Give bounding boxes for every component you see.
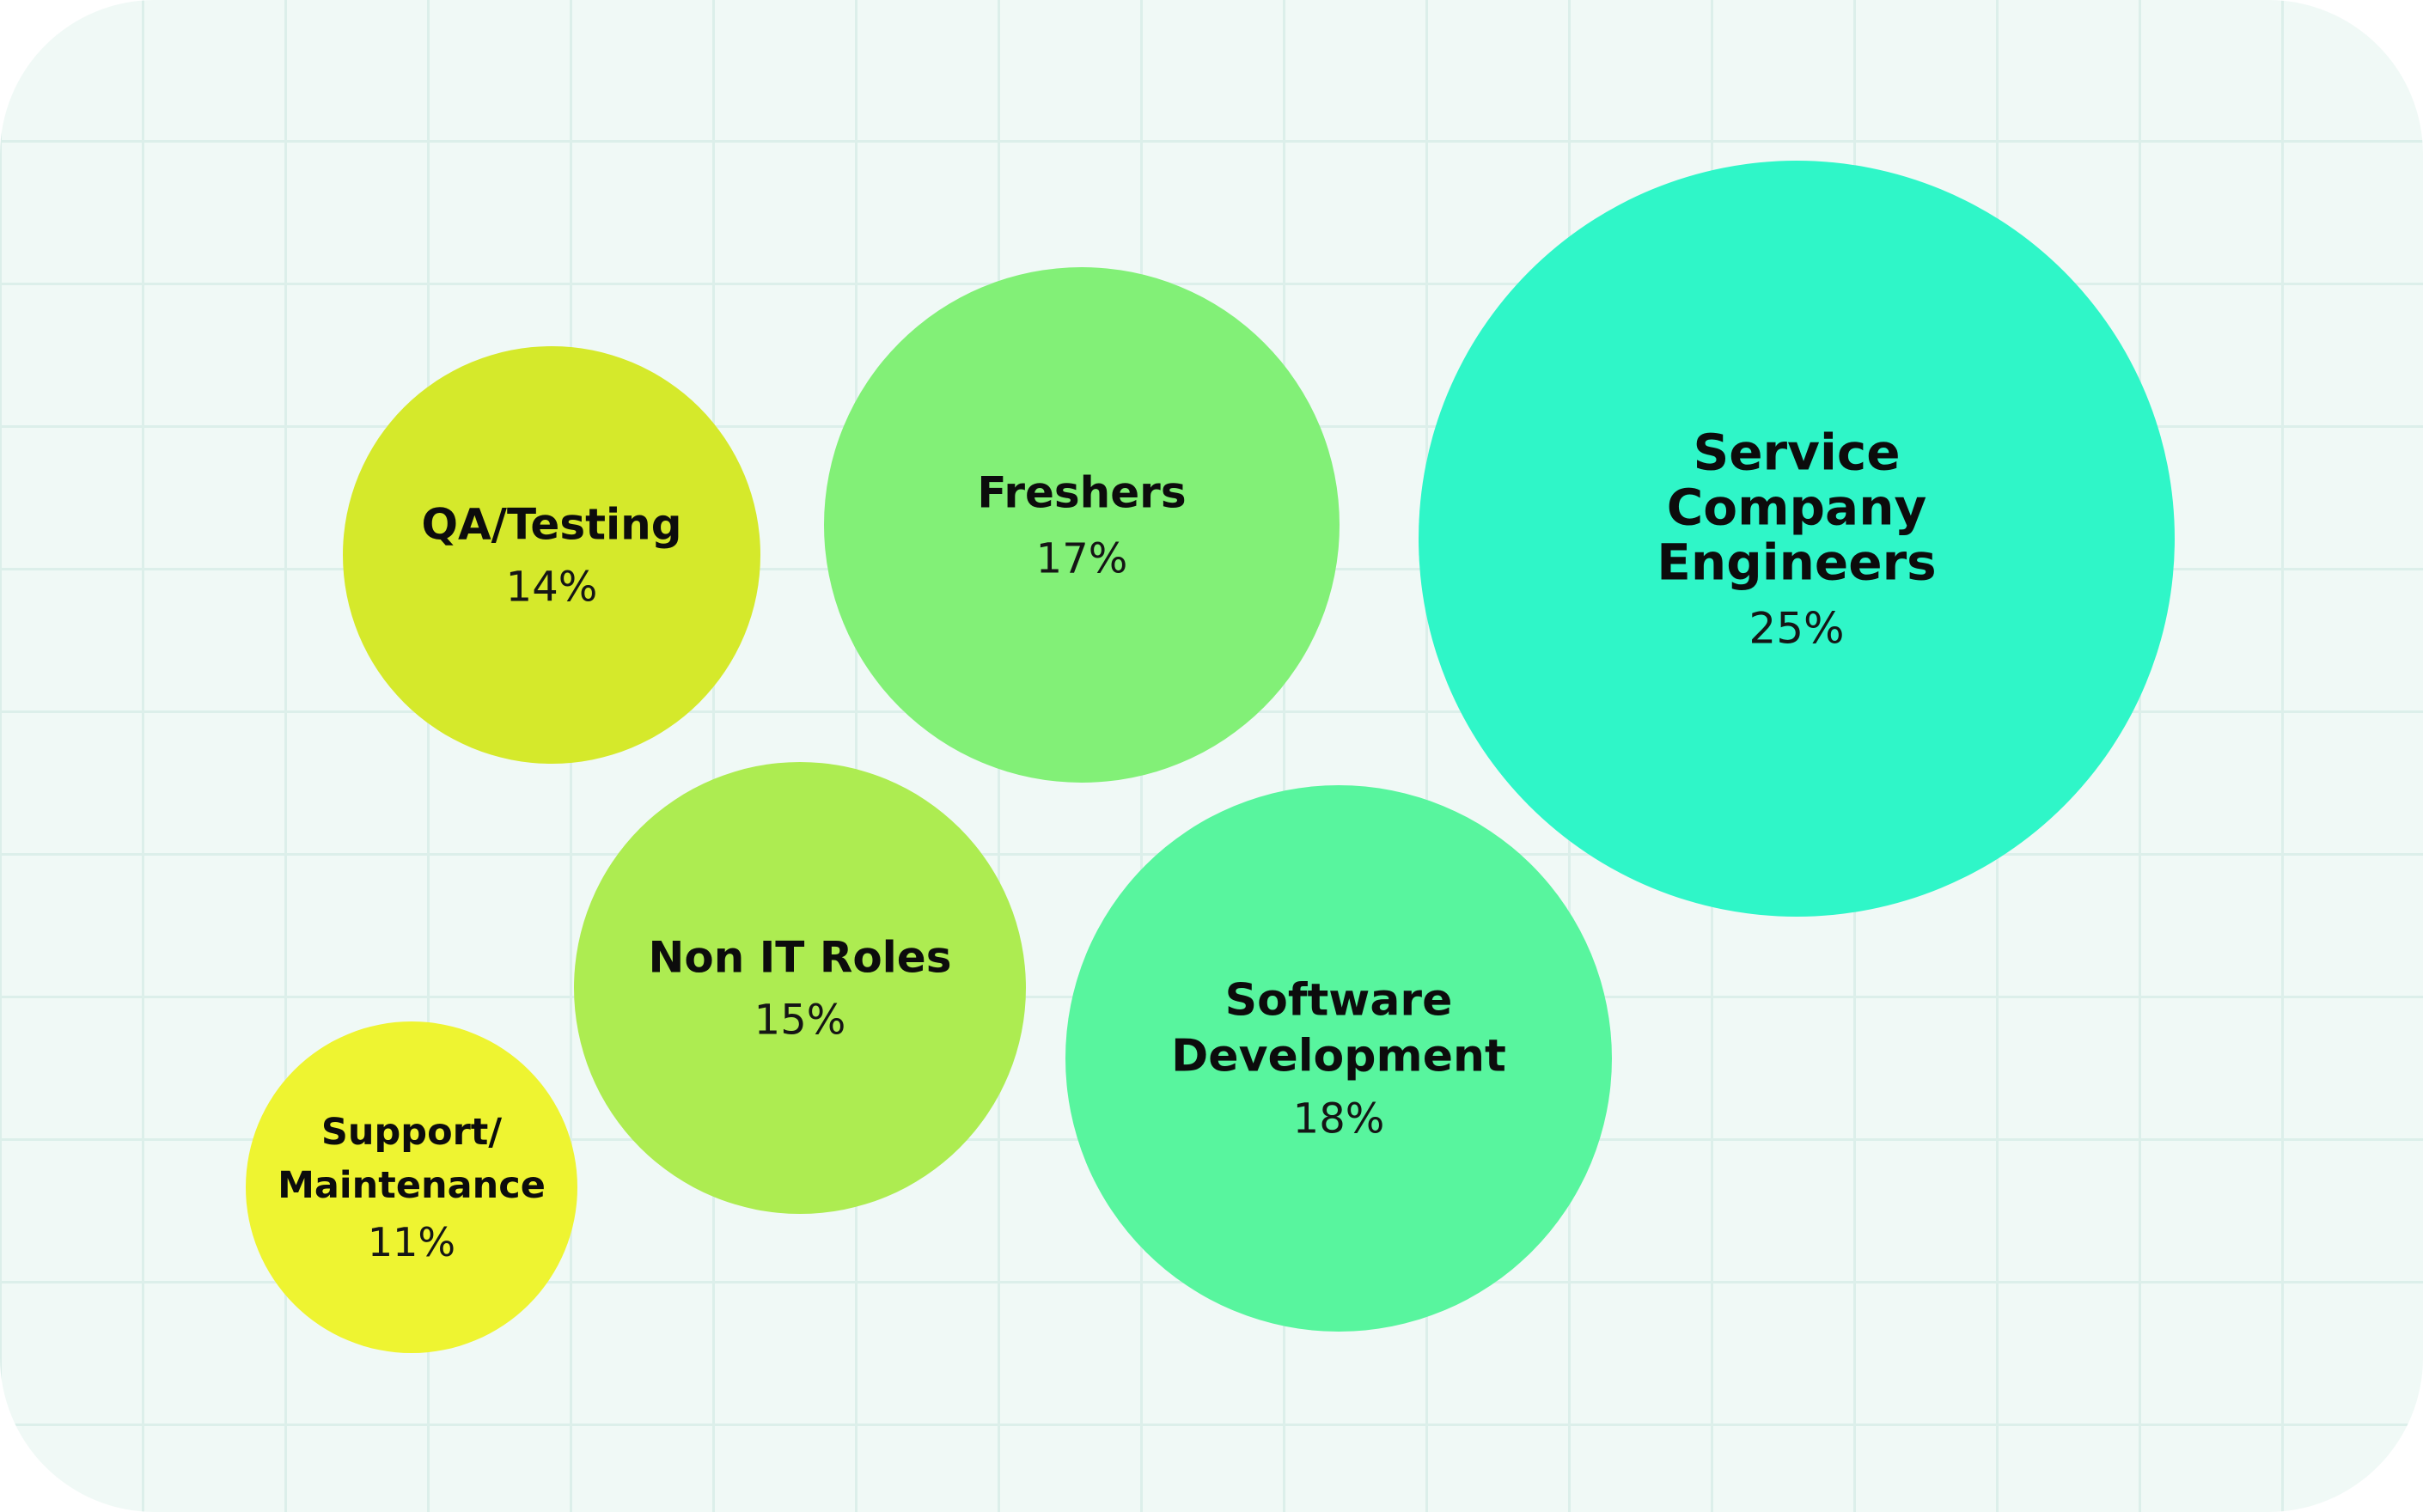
bubble-value-label: 14%	[506, 564, 598, 612]
bubble-value-label: 25%	[1749, 603, 1844, 653]
bubble-label: Development	[1171, 1031, 1506, 1082]
bubble-circle	[1419, 161, 2175, 917]
bubble-circle	[343, 346, 760, 764]
bubble-label: Support/	[321, 1111, 502, 1154]
bubble-circle	[246, 1021, 577, 1353]
bubble-circle	[824, 267, 1340, 783]
bubble-label: QA/Testing	[421, 500, 681, 550]
bubble-value-label: 15%	[754, 997, 846, 1045]
bubble-circle	[1065, 785, 1612, 1332]
bubble-label: Engineers	[1657, 533, 1936, 591]
bubble-circle	[574, 762, 1026, 1214]
bubble-label: Maintenance	[278, 1164, 546, 1207]
bubble-freshers: Freshers 17%	[824, 267, 1340, 783]
bubble-label: Software	[1225, 975, 1453, 1027]
bubble-label: Freshers	[977, 468, 1186, 518]
bubble-qa-testing: QA/Testing 14%	[343, 346, 760, 764]
bubble-support-maintenance: Support/Maintenance 11%	[246, 1021, 577, 1353]
bubble-value-label: 17%	[1036, 535, 1128, 583]
bubble-label: Non IT Roles	[649, 933, 952, 983]
bubble-label: Service	[1693, 423, 1900, 481]
bubble-value-label: 18%	[1293, 1095, 1385, 1143]
bubble-label: Company	[1667, 478, 1927, 536]
bubble-non-it-roles: Non IT Roles 15%	[574, 762, 1026, 1214]
bubble-value-label: 11%	[368, 1219, 455, 1265]
